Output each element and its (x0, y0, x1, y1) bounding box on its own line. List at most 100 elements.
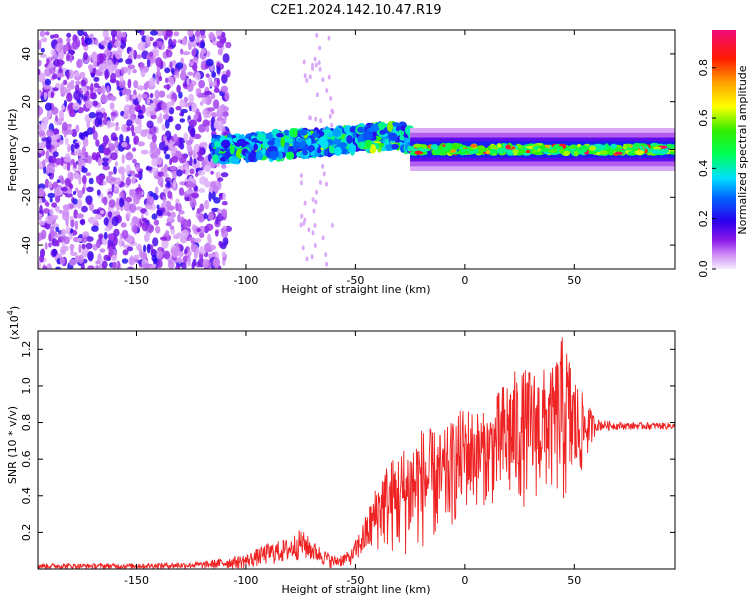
spectrogram-noise-blob (115, 177, 121, 186)
spectrogram-noise-blob (179, 99, 185, 108)
spectrogram-noise-blob (148, 51, 154, 58)
spectrogram-noise-blob (150, 30, 158, 36)
spectrogram-noise-blob (146, 120, 154, 129)
spectrogram-noise-blob (146, 196, 155, 206)
spectrogram-noise-blob (185, 166, 189, 177)
spectrogram-noise-blob (133, 173, 141, 178)
spectrogram-noise-blob (73, 162, 77, 169)
spectrogram-band-blob (212, 154, 219, 162)
spectrogram-noise-blob (121, 68, 125, 76)
spectrogram-noise-blob (305, 78, 309, 83)
spectrogram-noise-blob (62, 204, 70, 211)
spectrogram-band-blob (450, 149, 457, 153)
spectrogram-band-blob (377, 142, 385, 148)
spectrogram-band-blob (526, 145, 536, 149)
spectrogram-noise-blob (136, 85, 145, 91)
spectrogram-noise-blob (87, 155, 93, 165)
spectrogram-band-blob (538, 145, 546, 150)
spectrogram-noise-blob (308, 74, 312, 80)
spectrogram-noise-blob (69, 172, 74, 182)
spectrogram-noise-blob (55, 42, 63, 53)
spectrogram-band-blob (236, 149, 241, 160)
spectrogram-noise-blob (60, 228, 67, 237)
spectrogram-noise-blob (113, 228, 120, 237)
spectrogram-noise-blob (330, 108, 334, 114)
spectrogram-noise-blob (39, 248, 46, 258)
spectrogram-noise-blob (81, 243, 86, 250)
spectrogram-band-blob (570, 145, 576, 150)
spectrogram-noise-blob (73, 90, 81, 101)
spectrogram-noise-blob (74, 255, 82, 263)
spectrogram-noise-blob (221, 32, 226, 37)
spectrogram-noise-blob (319, 118, 323, 124)
spectrogram-noise-blob (130, 222, 134, 227)
spectrogram-noise-blob (108, 199, 116, 208)
spectrogram-noise-blob (88, 216, 96, 224)
spectrogram-noise-blob (181, 229, 189, 238)
spectrogram-noise-blob (200, 47, 207, 55)
spectrogram-noise-blob (84, 151, 89, 158)
spectrogram-ytick-label: -40 (20, 236, 33, 254)
spectrogram-noise-blob (38, 160, 41, 169)
spectrogram-noise-blob (72, 40, 80, 50)
spectrogram-noise-blob (127, 64, 136, 70)
spectrogram-noise-blob (327, 74, 331, 80)
spectrogram-band-blob (652, 146, 662, 150)
spectrogram-noise-blob (217, 48, 223, 56)
spectrogram-noise-blob (56, 72, 65, 78)
spectrogram-noise-blob (102, 117, 108, 126)
spectrogram-noise-blob (121, 258, 129, 264)
spectrogram-noise-blob (133, 225, 138, 235)
spectrogram-noise-blob (212, 257, 220, 267)
spectrogram-noise-blob (174, 70, 180, 76)
spectrogram-noise-blob (197, 170, 206, 176)
spectrogram-noise-blob (177, 203, 182, 213)
spectrogram-noise-blob (321, 235, 325, 241)
spectrogram-noise-blob (63, 157, 72, 163)
spectrogram-noise-blob (188, 237, 196, 242)
spectrogram-noise-blob (38, 59, 42, 67)
spectrogram-noise-blob (150, 248, 155, 254)
spectrogram-noise-blob (113, 185, 120, 193)
spectrogram-noise-blob (186, 140, 193, 146)
spectrogram-noise-blob (38, 220, 46, 226)
spectrogram-noise-blob (313, 56, 317, 62)
spectrogram-band-blob (283, 144, 289, 154)
spectrogram-noise-blob (217, 177, 224, 182)
spectrogram-noise-blob (174, 249, 178, 258)
spectrogram-noise-blob (166, 180, 171, 188)
spectrogram-noise-blob (163, 135, 167, 142)
spectrogram-noise-blob (318, 66, 322, 72)
spectrogram-band-blob (323, 148, 328, 157)
spectrogram-noise-blob (52, 151, 59, 158)
spectrogram-noise-blob (81, 151, 85, 160)
spectrogram-noise-blob (213, 120, 220, 129)
spectrogram-noise-blob (38, 106, 44, 116)
spectrogram-noise-blob (90, 82, 94, 93)
colorbar-ticks: 0.0 0.2 0.4 0.6 0.8 (697, 59, 716, 278)
spectrogram-band-blob (248, 152, 256, 163)
spectrogram-noise-blob (105, 175, 114, 184)
spectrogram-noise-blob (202, 119, 210, 127)
spectrogram-band-blob (370, 123, 379, 132)
spectrogram-noise-blob (196, 228, 201, 233)
spectrogram-noise-blob (191, 102, 198, 113)
spectrogram-noise-blob (92, 100, 99, 107)
spectrogram-noise-blob (156, 250, 164, 259)
spectrogram-band-blob (318, 137, 328, 147)
spectrogram-noise-blob (119, 40, 127, 49)
spectrogram-noise-blob (143, 244, 147, 253)
spectrogram-noise-blob (114, 161, 118, 167)
spectrogram-noise-blob (208, 191, 212, 202)
spectrogram-noise-blob (151, 49, 158, 58)
spectrogram-band-blob (574, 150, 579, 157)
spectrogram-noise-blob (181, 261, 187, 269)
spectrogram-noise-blob (78, 149, 83, 157)
spectrogram-band-blob (525, 149, 531, 154)
spectrogram-noise-blob (221, 201, 228, 206)
spectrogram-band-blob (533, 146, 540, 149)
spectrogram-noise-blob (182, 51, 191, 56)
spectrogram-noise-blob (199, 232, 205, 238)
spectrogram-noise-blob (48, 62, 54, 69)
spectrogram-noise-blob (217, 106, 223, 115)
